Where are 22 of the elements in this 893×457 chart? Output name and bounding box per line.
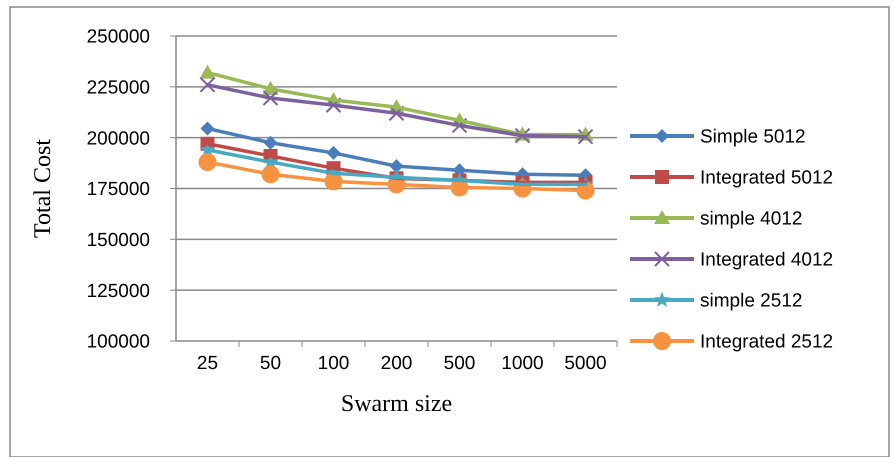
y-axis-title: Total Cost bbox=[30, 138, 56, 238]
x-tick-label: 50 bbox=[260, 353, 282, 374]
y-tick-label: 175000 bbox=[86, 179, 150, 200]
y-tick-label: 100000 bbox=[86, 332, 150, 353]
legend-label: Simple 5012 bbox=[700, 126, 806, 148]
x-tick-label: 100 bbox=[318, 353, 350, 374]
y-tick-label: 125000 bbox=[86, 280, 150, 302]
x-tick-label: 25 bbox=[196, 353, 218, 374]
legend-label: Integrated 4012 bbox=[700, 250, 834, 271]
x-tick-label: 5000 bbox=[564, 353, 607, 374]
x-tick-label: 500 bbox=[444, 353, 476, 374]
y-tick-label: 225000 bbox=[86, 77, 150, 98]
legend-label: Integrated 5012 bbox=[700, 168, 834, 189]
legend-label: simple 4012 bbox=[700, 208, 802, 230]
y-tick-label: 250000 bbox=[86, 26, 150, 48]
y-tick-label: 150000 bbox=[86, 230, 150, 251]
y-tick-label: 200000 bbox=[86, 128, 150, 150]
x-axis-title: Swarm size bbox=[340, 391, 452, 417]
legend-label: Integrated 2512 bbox=[700, 332, 834, 353]
x-tick-label: 200 bbox=[380, 353, 412, 374]
legend-label: simple 2512 bbox=[700, 290, 802, 312]
x-tick-label: 1000 bbox=[501, 353, 544, 374]
